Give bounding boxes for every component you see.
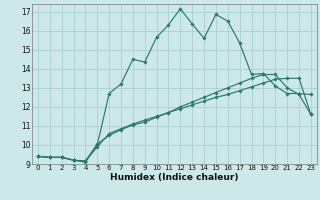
X-axis label: Humidex (Indice chaleur): Humidex (Indice chaleur) <box>110 173 239 182</box>
